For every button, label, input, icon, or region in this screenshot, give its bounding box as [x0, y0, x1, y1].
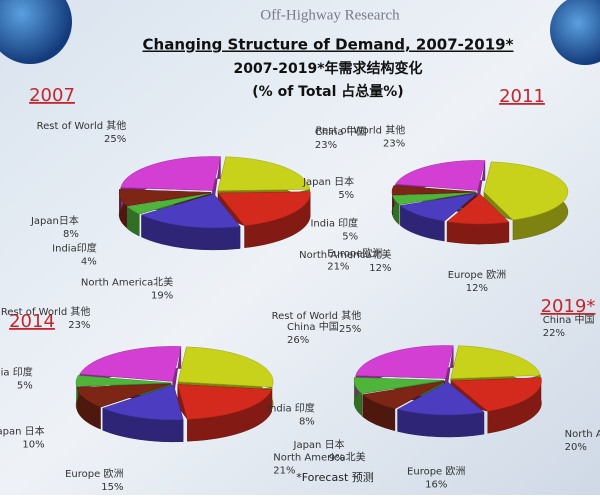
slice-label: Europe 欧洲: [448, 269, 506, 281]
title: Changing Structure of Demand, 2007-2019*: [143, 36, 514, 54]
pie-slice: [355, 345, 454, 379]
pie-slice: [217, 191, 311, 227]
slice-value-label: 23%: [315, 140, 337, 151]
slice-value-label: 8%: [299, 416, 315, 427]
pie-tops: [118, 156, 311, 229]
slice-label: North America北美: [81, 276, 173, 289]
slice-value-label: 15%: [101, 482, 123, 493]
slice-value-label: 10%: [22, 439, 44, 450]
slice-label: Japan 日本: [293, 438, 345, 451]
slice-label: Rest of World 其他: [316, 123, 406, 136]
pie-slice: [118, 189, 212, 207]
globe-icon: [0, 0, 72, 64]
slice-label: Japan 日本: [302, 175, 354, 188]
slice-label: China 中国: [543, 313, 595, 326]
pie-slice: [102, 384, 184, 421]
slice-label: Europe 欧洲: [65, 468, 123, 480]
pie-slice: [362, 381, 446, 409]
footnote: *Forecast 预测: [296, 471, 374, 484]
slice-label: Europe 欧洲: [407, 466, 465, 478]
unit-note: (% of Total 占总量%): [252, 83, 403, 100]
slice-value-label: 26%: [287, 335, 309, 346]
chart-title: 2014: [9, 311, 55, 332]
pie-tops: [75, 346, 274, 421]
slice-label: Japan 日本: [0, 424, 45, 437]
slice-value-label: 19%: [151, 291, 173, 302]
pie-slice: [177, 384, 273, 420]
slice-value-label: 5%: [338, 190, 354, 201]
slice-label: North America北美: [273, 450, 365, 463]
slice-label: China 中国: [315, 125, 367, 138]
slice-value-label: 23%: [383, 138, 405, 149]
brand: Off-Highway Research: [260, 7, 400, 23]
pie-slice: [392, 192, 477, 205]
pie-tops: [391, 160, 569, 225]
subtitle: 2007-2019*年需求结构变化: [233, 60, 422, 77]
slice-label: Europe欧洲: [327, 248, 382, 260]
slice-label: Rest of World 其他: [272, 309, 362, 322]
chart-title: 2011: [499, 86, 545, 107]
slice-value-label: 12%: [369, 263, 391, 274]
pie-slice: [76, 383, 172, 408]
slice-value-label: 22%: [543, 328, 565, 339]
slice-label: Japan日本: [30, 214, 79, 227]
pie-slice: [450, 377, 542, 412]
slice-value-label: 9%: [329, 453, 345, 464]
pie-slice: [446, 193, 510, 225]
chart-title: 2007: [29, 85, 75, 106]
slice-value-label: 12%: [466, 283, 488, 294]
slice-value-label: 5%: [342, 232, 358, 243]
slice-value-label: 4%: [81, 256, 97, 267]
pie-chart: 2007 China 中国 23% Europe欧洲 21% North America北…: [29, 85, 382, 302]
slice-label: India 印度: [310, 217, 358, 230]
slice-value-label: 25%: [339, 324, 361, 335]
pie-slice: [120, 156, 221, 191]
pie-slice: [75, 375, 172, 387]
slice-value-label: 21%: [273, 465, 295, 476]
slice-value-label: 8%: [63, 229, 79, 240]
slice-value-label: 23%: [68, 320, 90, 331]
slice-label: Rest of World 其他: [37, 119, 127, 132]
chart-title: 2019*: [541, 296, 596, 317]
pie-slice: [79, 346, 182, 382]
pie-slice: [395, 160, 486, 191]
slice-label: Rest of World 其他: [1, 305, 91, 318]
pie-slice: [396, 381, 485, 416]
slice-label: India印度: [52, 241, 97, 254]
slice-label: India 印度: [0, 366, 33, 379]
pie-slice: [450, 345, 541, 379]
slice-value-label: 16%: [425, 480, 447, 491]
pie-slice: [217, 156, 311, 191]
pie-slice: [483, 161, 569, 221]
pie-slice: [126, 192, 212, 215]
pie-slice: [177, 346, 274, 388]
pie-tops: [353, 345, 542, 416]
slice-value-label: 21%: [327, 262, 349, 273]
pie-slice: [353, 377, 445, 394]
slice-label: India 印度: [267, 401, 315, 414]
slice-value-label: 25%: [104, 134, 126, 145]
pie-slice: [140, 193, 241, 229]
slice-label: North America北美: [299, 248, 391, 261]
pie-slice: [399, 193, 479, 222]
pie-slice: [391, 185, 477, 196]
pie-chart: 2014 China 中国 26% North America北美 21% Europe …: [0, 305, 366, 493]
slice-label: North America北美: [565, 427, 600, 440]
slice-value-label: 20%: [565, 442, 587, 453]
globe-icon: [550, 0, 600, 65]
slice-label: China 中国: [287, 320, 339, 333]
slice-value-label: 5%: [17, 381, 33, 392]
